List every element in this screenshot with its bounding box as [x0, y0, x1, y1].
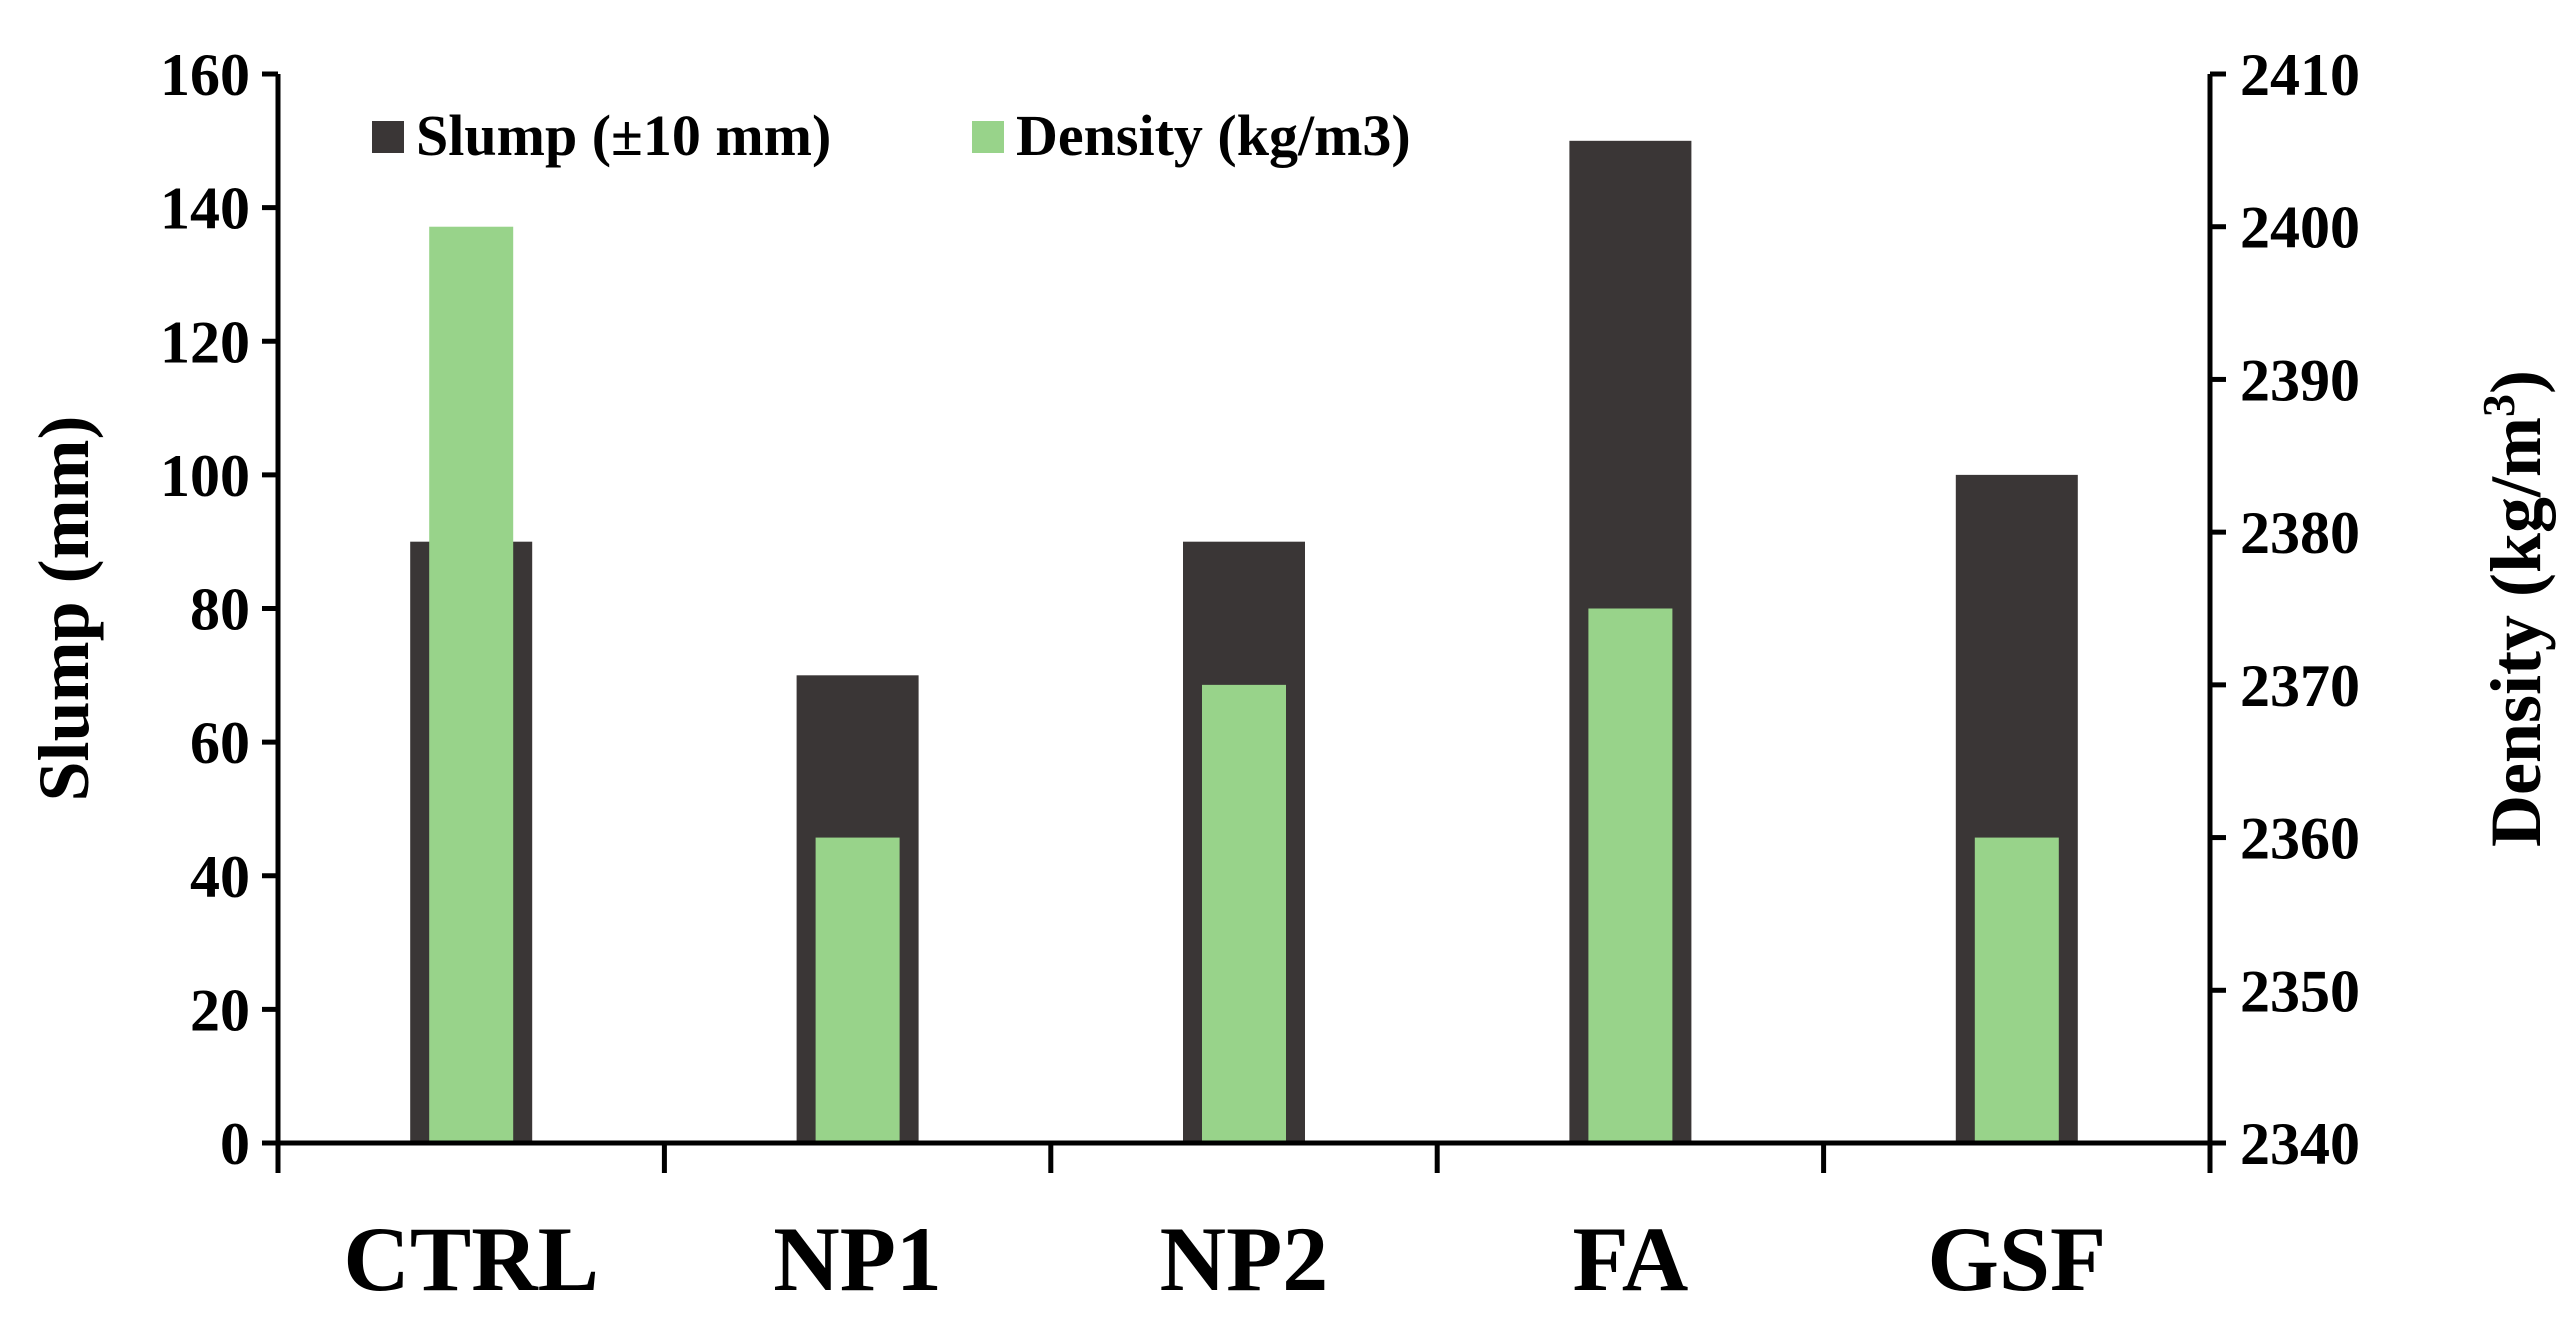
legend-slump-swatch: [372, 121, 404, 153]
left-axis-title: Slump (mm): [24, 415, 104, 801]
right-tick-label: 2380: [2240, 500, 2360, 566]
right-axis-title-main: Density (kg/m: [2476, 417, 2556, 847]
right-tick-label: 2400: [2240, 195, 2360, 261]
left-tick-label: 40: [190, 844, 250, 910]
legend: Slump (±10 mm) Density (kg/m3): [372, 103, 1411, 168]
legend-density-swatch: [972, 121, 1004, 153]
right-tick-label: 2410: [2240, 42, 2360, 108]
density-bar-gsf: [1974, 837, 2059, 1143]
right-tick-label: 2350: [2240, 958, 2360, 1024]
axes-layer: [262, 71, 2226, 1173]
density-bar-np2: [1202, 684, 1286, 1143]
left-tick-label: 140: [160, 176, 250, 242]
left-tick-label: 100: [160, 443, 250, 509]
category-label-np1: NP1: [773, 1208, 942, 1310]
bars-layer: [410, 140, 2078, 1143]
category-label-ctrl: CTRL: [343, 1208, 599, 1310]
category-label-fa: FA: [1572, 1208, 1688, 1310]
left-tick-label: 20: [190, 977, 250, 1043]
right-axis-title-sup: 3: [2473, 394, 2524, 417]
left-tick-label: 160: [160, 42, 250, 108]
right-tick-label: 2390: [2240, 347, 2360, 413]
density-bar-ctrl: [429, 226, 514, 1143]
left-tick-label: 60: [190, 710, 250, 776]
left-tick-label: 0: [220, 1111, 250, 1177]
category-label-np2: NP2: [1160, 1208, 1329, 1310]
legend-slump-label: Slump (±10 mm): [416, 103, 831, 168]
density-bar-np1: [815, 837, 900, 1143]
right-axis-title-end: ): [2476, 370, 2556, 394]
density-bar-fa: [1588, 608, 1673, 1143]
right-axis-title: Density (kg/m3): [2473, 370, 2556, 847]
left-tick-label: 120: [160, 309, 250, 375]
legend-density-label: Density (kg/m3): [1016, 103, 1411, 168]
left-tick-label: 80: [190, 577, 250, 643]
right-tick-label: 2370: [2240, 653, 2360, 719]
right-tick-label: 2340: [2240, 1111, 2360, 1177]
labels-layer: 0 20 40 60 80 100 120 140 160 2340 2350 2360 2370 238…: [24, 42, 2556, 1310]
category-label-gsf: GSF: [1927, 1208, 2106, 1310]
right-tick-label: 2360: [2240, 806, 2360, 872]
